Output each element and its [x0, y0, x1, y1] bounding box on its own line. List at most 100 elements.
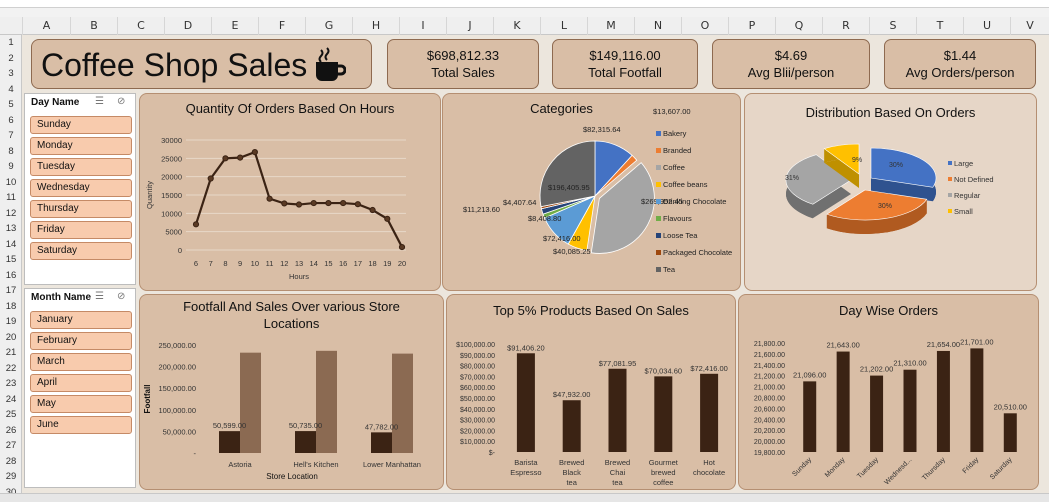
row-header[interactable]: 19 — [5, 316, 17, 327]
column-header[interactable]: A — [22, 17, 70, 35]
column-header[interactable]: D — [164, 17, 211, 35]
column-header[interactable]: E — [211, 17, 258, 35]
data-point — [207, 175, 214, 182]
bar — [562, 400, 581, 452]
y-tick-label: $50,000.00 — [460, 396, 495, 403]
page-title: Coffee Shop Sales — [41, 47, 308, 83]
row-header[interactable]: 13 — [5, 223, 17, 234]
column-header[interactable]: H — [352, 17, 399, 35]
x-tick-label: 20 — [398, 259, 406, 268]
row-header[interactable]: 17 — [5, 285, 17, 296]
x-tick-label: brewed — [651, 468, 676, 477]
x-tick-label: 9 — [238, 259, 242, 268]
row-header[interactable]: 23 — [5, 378, 17, 389]
legend-label: Coffee beans — [663, 180, 708, 189]
y-tick-label: 150,000.00 — [158, 384, 196, 393]
slicer-item-april[interactable]: April — [30, 374, 132, 392]
row-header[interactable]: 12 — [5, 207, 17, 219]
row-header[interactable]: 8 — [8, 145, 14, 157]
column-header[interactable]: R — [822, 17, 869, 35]
slicer-item-thursday[interactable]: Thursday — [30, 200, 132, 218]
row-header[interactable]: 18 — [5, 300, 17, 312]
row-header[interactable]: 30 — [5, 486, 17, 498]
slicer-item-may[interactable]: May — [30, 395, 132, 413]
row-header[interactable]: 25 — [5, 409, 17, 420]
slicer-item-march[interactable]: March — [30, 353, 132, 371]
column-header[interactable]: P — [728, 17, 775, 35]
multi-select-icon[interactable]: ☰ — [95, 291, 104, 302]
multi-select-icon[interactable]: ☰ — [95, 96, 104, 107]
slicer-item-friday[interactable]: Friday — [30, 221, 132, 239]
column-header[interactable]: T — [916, 17, 963, 35]
column-header[interactable]: M — [587, 17, 634, 35]
slicer-item-monday[interactable]: Monday — [30, 137, 132, 155]
row-header[interactable]: 16 — [5, 269, 17, 281]
row-header[interactable]: 29 — [5, 471, 17, 482]
column-header[interactable]: O — [681, 17, 728, 35]
row-header[interactable]: 14 — [5, 238, 17, 250]
slicer-item-sunday[interactable]: Sunday — [30, 116, 132, 134]
data-label: 21,202.00 — [860, 365, 893, 374]
column-header[interactable]: N — [634, 17, 681, 35]
row-header[interactable]: 15 — [5, 254, 17, 265]
column-header[interactable]: S — [869, 17, 916, 35]
row-header[interactable]: 5 — [8, 99, 14, 110]
column-header[interactable]: V — [1010, 17, 1049, 35]
row-header[interactable]: 20 — [5, 331, 17, 343]
data-point — [222, 155, 229, 162]
column-header[interactable]: K — [493, 17, 540, 35]
kpi-label: Total Footfall — [588, 65, 662, 80]
sheet-tabs[interactable] — [0, 493, 1049, 502]
column-header[interactable]: J — [446, 17, 493, 35]
column-header[interactable]: F — [258, 17, 305, 35]
slicer-header: Day Name — [31, 97, 80, 108]
legend-swatch — [656, 233, 661, 238]
row-header[interactable]: 2 — [8, 52, 14, 64]
data-label: $40,085.25 — [553, 247, 591, 256]
slicer-item-january[interactable]: January — [30, 311, 132, 329]
row-header[interactable]: 28 — [5, 455, 17, 467]
row-header[interactable]: 6 — [8, 114, 14, 126]
column-header[interactable]: C — [117, 17, 164, 35]
legend-swatch — [948, 193, 952, 197]
y-tick-label: 21,400.00 — [754, 363, 785, 370]
kpi-value: $4.69 — [774, 48, 808, 63]
row-header[interactable]: 11 — [6, 192, 16, 203]
slicer-item-wednesday[interactable]: Wednesday — [30, 179, 132, 197]
column-header[interactable]: B — [70, 17, 117, 35]
column-header[interactable]: U — [963, 17, 1010, 35]
y-axis-label: Quantity — [145, 181, 154, 209]
slicer-item-saturday[interactable]: Saturday — [30, 242, 132, 260]
row-header[interactable]: 22 — [5, 362, 17, 374]
x-tick-label: 8 — [223, 259, 227, 268]
clear-filter-icon[interactable]: ⊘ — [117, 291, 126, 302]
column-header[interactable]: L — [540, 17, 587, 35]
products-bar-chart-panel: Top 5% Products Based On Sales $- $10,000… — [446, 294, 736, 490]
column-header[interactable]: I — [399, 17, 446, 35]
formula-bar[interactable] — [0, 0, 1049, 8]
slicer-item-tuesday[interactable]: Tuesday — [30, 158, 132, 176]
slicer-item-june[interactable]: June — [30, 416, 132, 434]
row-headers: 1 2 3 4 5 6 7 8 9 10 11 12 13 14 15 16 17 18 19 20 21 22 23 24 2… — [0, 35, 22, 502]
y-tick-label: $30,000.00 — [460, 418, 495, 425]
row-header[interactable]: 26 — [5, 424, 17, 436]
row-header[interactable]: 9 — [8, 161, 14, 172]
column-header[interactable]: Q — [775, 17, 822, 35]
x-tick-label: 17 — [354, 259, 362, 268]
month-name-slicer[interactable]: Month Name ☰ ⊘ January February March April… — [24, 288, 136, 488]
row-header[interactable]: 27 — [5, 440, 17, 451]
column-header[interactable]: G — [305, 17, 352, 35]
row-header[interactable]: 3 — [8, 68, 14, 79]
row-header[interactable]: 1 — [8, 37, 14, 48]
row-header[interactable]: 7 — [8, 130, 14, 141]
row-header[interactable]: 4 — [8, 83, 14, 95]
bar — [654, 376, 673, 452]
data-point — [384, 215, 391, 222]
slicer-item-february[interactable]: February — [30, 332, 132, 350]
row-header[interactable]: 10 — [5, 176, 17, 188]
day-name-slicer[interactable]: Day Name ☰ ⊘ Sunday Monday Tuesday Wednesda… — [24, 93, 136, 285]
y-tick-label: $40,000.00 — [460, 407, 495, 414]
row-header[interactable]: 24 — [5, 393, 17, 405]
row-header[interactable]: 21 — [5, 347, 17, 358]
clear-filter-icon[interactable]: ⊘ — [117, 96, 126, 107]
